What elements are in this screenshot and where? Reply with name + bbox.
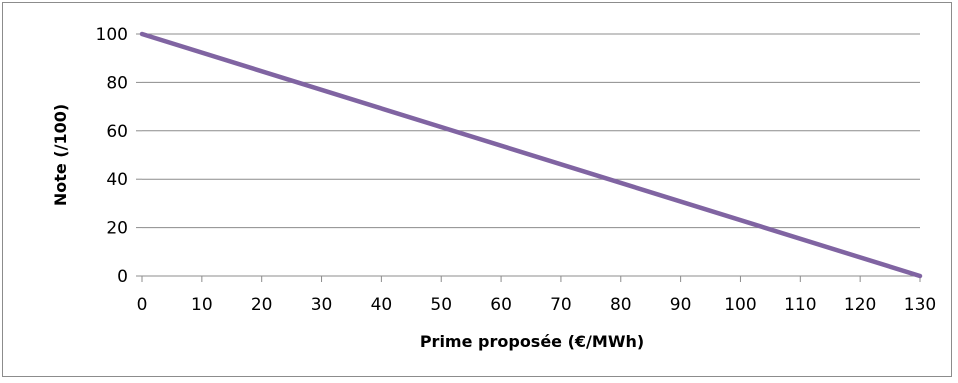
x-tick-label: 90 bbox=[670, 295, 692, 315]
x-tick-label: 70 bbox=[550, 295, 572, 315]
y-tick-label: 40 bbox=[106, 170, 128, 190]
x-tick-label: 40 bbox=[371, 295, 393, 315]
x-axis-title: Prime proposée (€/MWh) bbox=[420, 332, 644, 351]
series-line bbox=[139, 31, 923, 279]
x-tick-labels: 0 10 20 30 40 50 60 70 80 90 100 110 120 130 bbox=[137, 295, 937, 315]
x-tick-label: 20 bbox=[251, 295, 273, 315]
series-layer bbox=[139, 31, 923, 279]
y-tick-label: 20 bbox=[106, 219, 128, 239]
x-tick-label: 0 bbox=[137, 295, 148, 315]
x-tick-label: 60 bbox=[490, 295, 512, 315]
y-axis-title: Note (/100) bbox=[51, 104, 70, 206]
x-tick-label: 30 bbox=[311, 295, 333, 315]
chart-frame bbox=[2, 2, 952, 377]
y-tick-labels: 0 20 40 60 80 100 bbox=[96, 25, 128, 287]
gridlines bbox=[142, 33, 920, 229]
x-tick-label: 120 bbox=[844, 295, 876, 315]
x-tick-label: 110 bbox=[784, 295, 816, 315]
x-tick-label: 100 bbox=[724, 295, 756, 315]
x-tick-label: 10 bbox=[191, 295, 213, 315]
y-tick-label: 0 bbox=[117, 267, 128, 287]
y-tick-label: 80 bbox=[106, 73, 128, 93]
y-tick-label: 60 bbox=[106, 122, 128, 142]
x-tick-label: 130 bbox=[904, 295, 936, 315]
y-tick-label: 100 bbox=[96, 25, 128, 45]
x-tick-label: 80 bbox=[610, 295, 632, 315]
x-tick-label: 50 bbox=[430, 295, 452, 315]
axes bbox=[136, 33, 921, 282]
